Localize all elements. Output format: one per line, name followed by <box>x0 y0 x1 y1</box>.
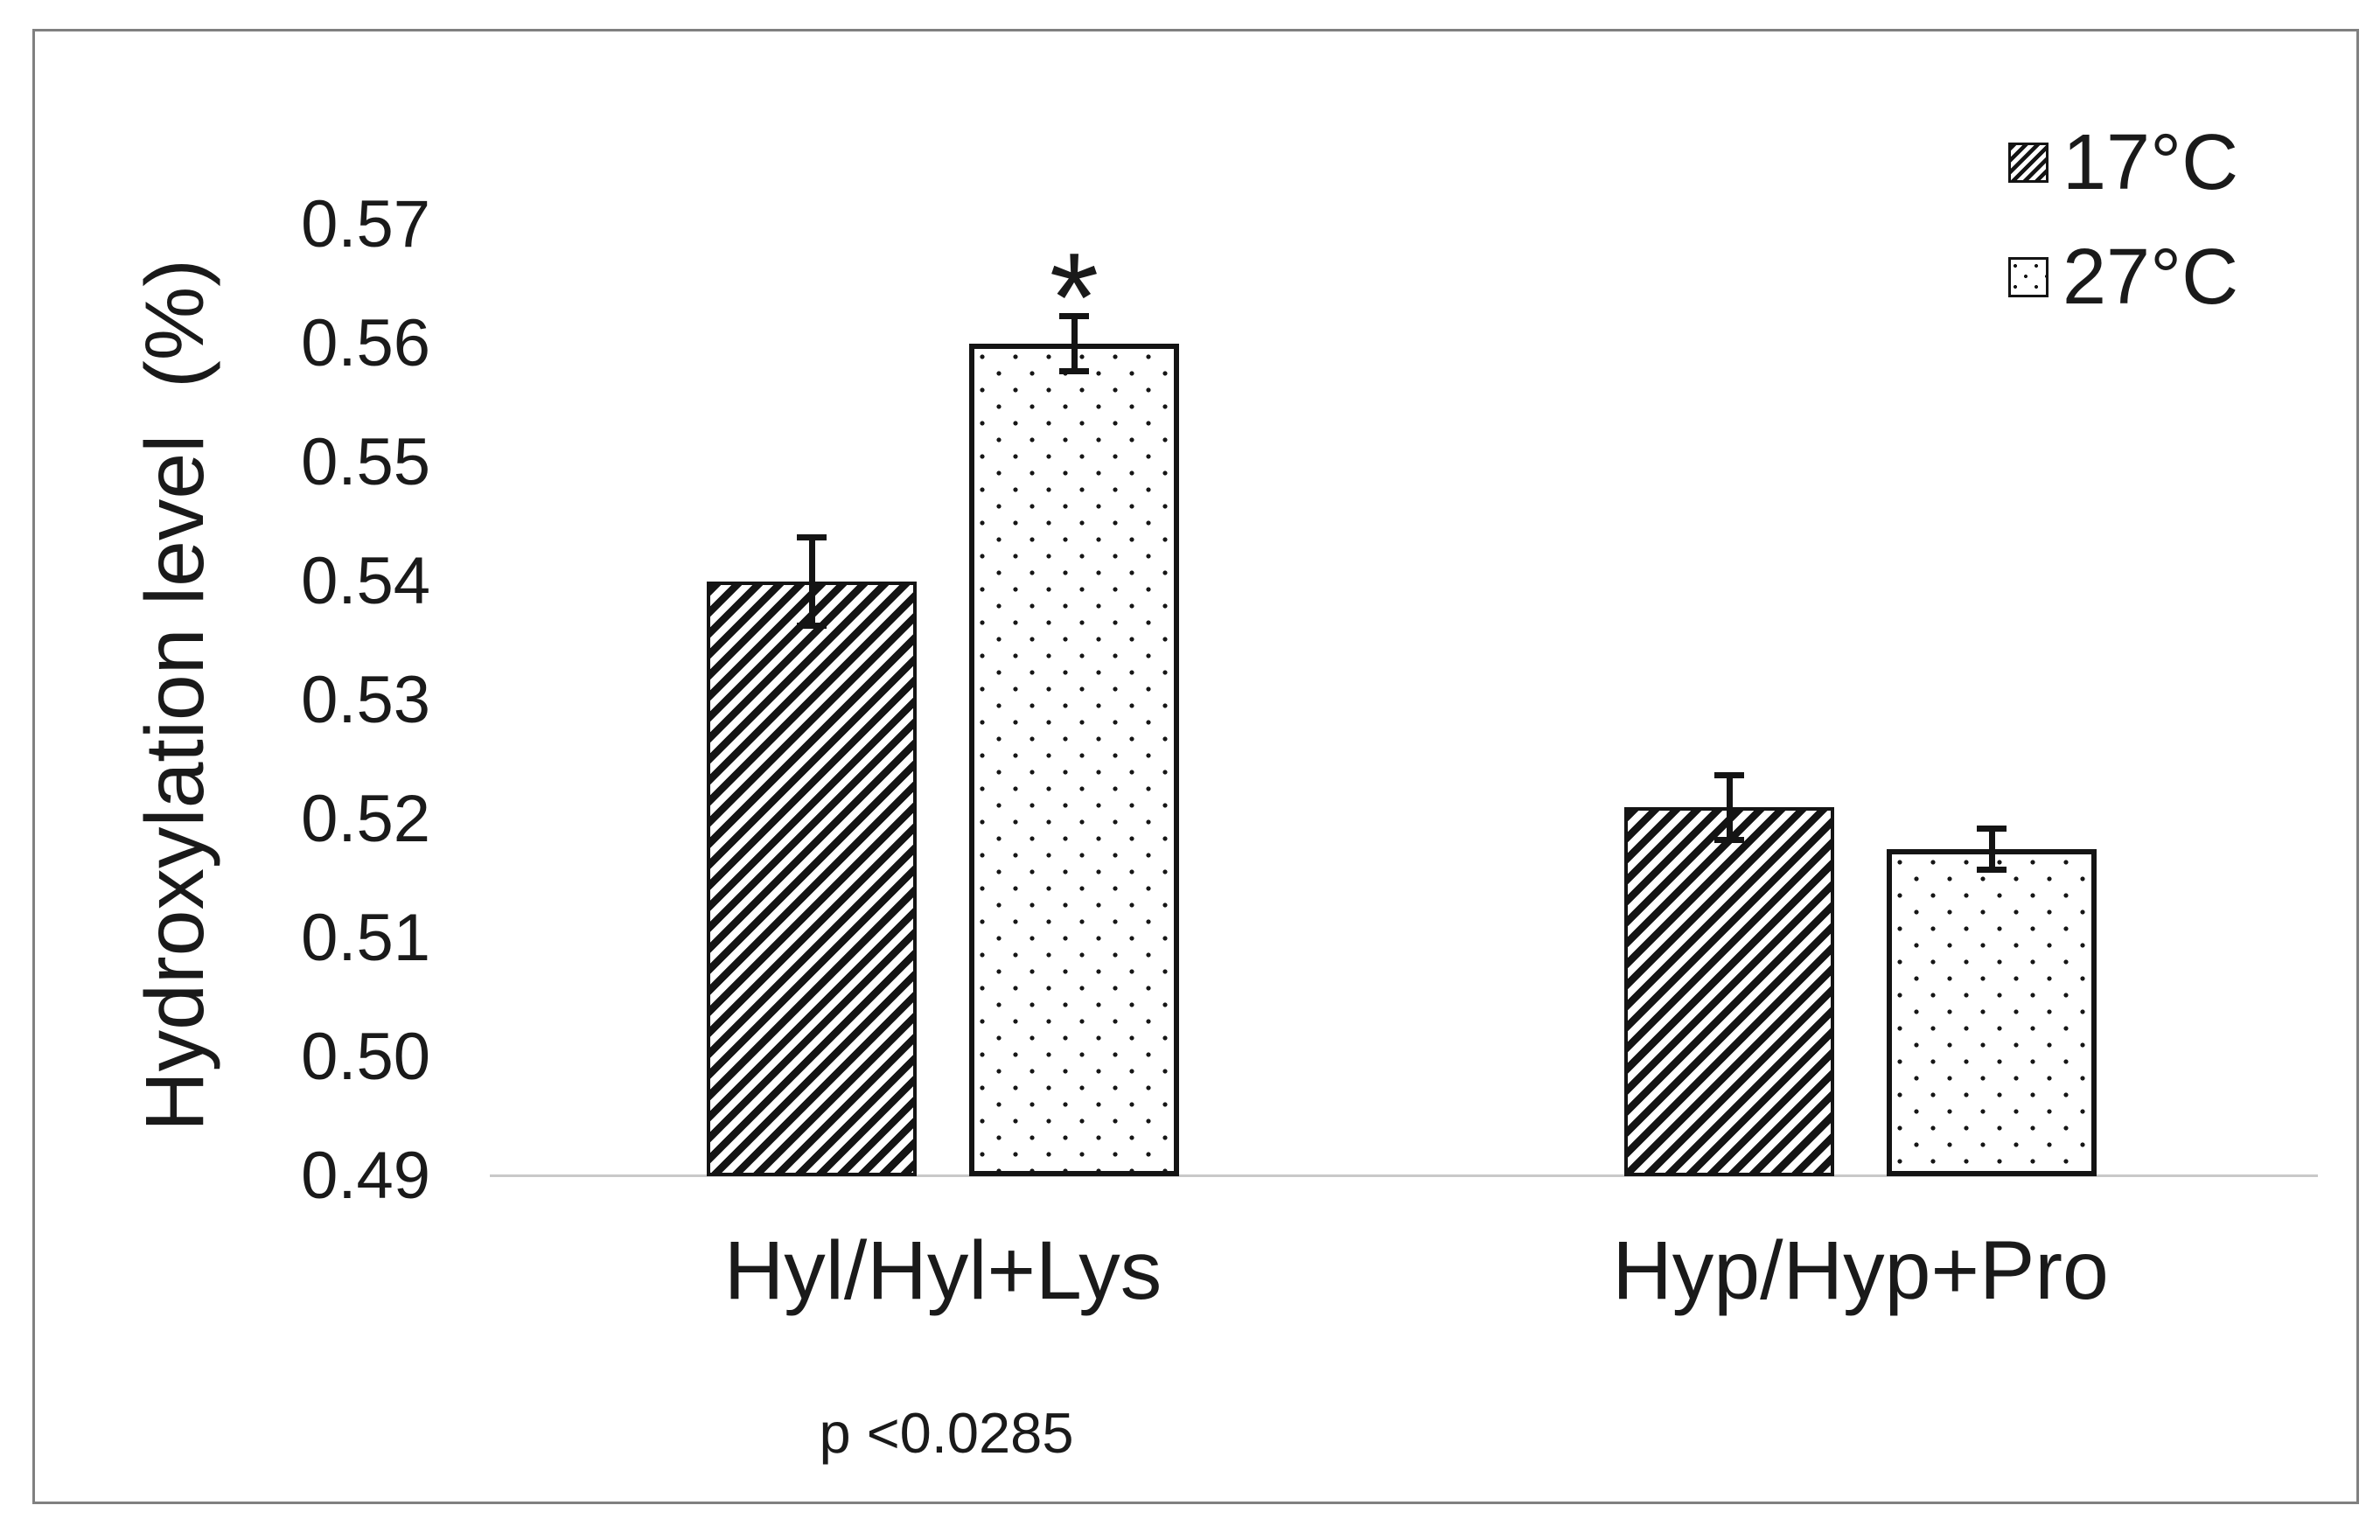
error-bar-line <box>1988 825 1995 874</box>
x-axis-baseline <box>490 1174 2318 1177</box>
error-bar-cap <box>1714 837 1744 844</box>
error-bar-cap <box>1059 368 1089 375</box>
error-bar-cap <box>797 623 827 630</box>
error-bar <box>1714 771 1744 844</box>
error-bar-cap <box>797 533 827 540</box>
y-tick-label: 0.53 <box>301 663 430 737</box>
legend-label: 17°C <box>2062 119 2239 206</box>
error-bar <box>1977 825 2007 874</box>
legend-item: 27°C <box>2008 238 2238 317</box>
legend-swatch-dots-icon <box>2008 257 2048 297</box>
legend-item: 17°C <box>2008 123 2238 202</box>
legend: 17°C 27°C <box>2008 123 2238 360</box>
bar-17C-hyp <box>1624 807 1834 1176</box>
y-tick-label: 0.55 <box>301 425 430 499</box>
y-tick-label: 0.52 <box>301 782 430 856</box>
y-tick-label: 0.49 <box>301 1139 430 1213</box>
y-tick-label: 0.56 <box>301 306 430 380</box>
bar-27C-hyp <box>1887 849 2097 1176</box>
error-bar-line <box>1071 312 1078 375</box>
error-bar-line <box>808 533 815 630</box>
error-bar <box>797 533 827 630</box>
chart-frame <box>32 29 2359 1504</box>
legend-swatch-hatch-icon <box>2008 143 2048 183</box>
category-label: Hyl/Hyl+Lys <box>723 1224 1162 1317</box>
p-value-note: p <0.0285 <box>819 1401 1074 1465</box>
error-bar-cap <box>1059 312 1089 319</box>
y-tick-label: 0.54 <box>301 544 430 618</box>
error-bar-cap <box>1977 867 2007 874</box>
error-bar-cap <box>1714 771 1744 778</box>
category-label: Hyp/Hyp+Pro <box>1612 1224 2109 1317</box>
y-tick-label: 0.50 <box>301 1020 430 1094</box>
legend-label: 27°C <box>2062 233 2239 321</box>
error-bar-line <box>1726 771 1733 844</box>
y-axis-title: Hydroxylation level (%) <box>129 259 221 1132</box>
bar-17C-hyl <box>707 582 917 1176</box>
y-tick-label: 0.51 <box>301 901 430 975</box>
y-tick-label: 0.57 <box>301 187 430 261</box>
bar-27C-hyl <box>969 344 1179 1176</box>
significance-asterisk: * <box>1049 226 1099 368</box>
error-bar <box>1059 312 1089 375</box>
error-bar-cap <box>1977 825 2007 832</box>
